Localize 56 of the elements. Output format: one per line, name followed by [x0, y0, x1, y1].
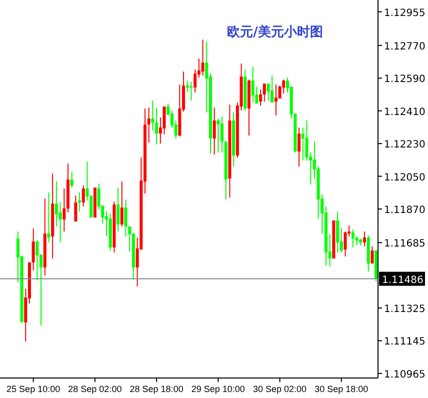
y-tick-label: 1.11145: [384, 336, 426, 348]
candlestick: [274, 84, 278, 116]
candlestick: [36, 240, 39, 281]
candlestick: [270, 75, 274, 103]
candlestick: [116, 187, 120, 232]
candlestick: [201, 39, 204, 76]
candlestick: [336, 211, 340, 253]
y-tick-label: 1.11325: [384, 304, 426, 316]
x-tick-label: 30 Sep 02:00: [253, 384, 307, 394]
candlestick: [78, 192, 82, 212]
candlestick: [147, 107, 150, 143]
x-tick-label: 25 Sep 10:00: [6, 384, 60, 394]
y-tick-label: 1.12955: [384, 8, 426, 19]
candlestick: [301, 127, 304, 161]
y-tick-label: 1.11870: [384, 204, 426, 216]
x-tick-label: 29 Sep 10:00: [191, 384, 245, 394]
y-tick-label: 1.12770: [384, 41, 426, 52]
y-tick-label: 1.10965: [384, 369, 426, 380]
candlestick: [351, 229, 354, 248]
candlestick: [259, 89, 262, 106]
candlestick: [363, 231, 366, 247]
y-tick-label: 1.12230: [384, 140, 426, 151]
candlestick: [220, 116, 224, 153]
candlestick: [190, 81, 193, 101]
y-tick-label: 1.12050: [384, 172, 426, 184]
candlestick: [216, 118, 220, 153]
candlestick: [212, 107, 216, 155]
candlestick: [120, 181, 124, 227]
ref-line-label: 1.11486: [382, 274, 424, 286]
candlestick: [155, 107, 158, 145]
candlestick: [62, 188, 66, 232]
candlestick: [194, 69, 197, 93]
candlestick: [251, 66, 254, 103]
candlestick: [82, 185, 85, 207]
candlestick: [262, 83, 266, 102]
candlestick: [70, 171, 74, 188]
x-tick-label: 30 Sep 18:00: [314, 384, 368, 394]
candlestick: [151, 100, 154, 131]
candlestick: [370, 246, 374, 264]
candlestick: [355, 236, 358, 246]
candlestick: [47, 192, 50, 243]
y-tick-label: 1.12590: [384, 74, 426, 86]
candlestick: [54, 181, 58, 227]
candlestick: [162, 106, 166, 135]
candlestick: [58, 202, 62, 243]
x-tick-label: 28 Sep 18:00: [130, 384, 184, 394]
text: 欧元/美元小时图: [227, 24, 323, 40]
candlestick: [298, 127, 301, 167]
candlestick: [32, 228, 35, 271]
candlestick: [282, 79, 286, 94]
y-tick-label: 1.12410: [384, 106, 426, 118]
y-tick-label: 1.11685: [384, 238, 426, 250]
x-tick-label: 28 Sep 02:00: [68, 384, 122, 394]
candlestick: [74, 195, 78, 222]
candlestick: [266, 83, 270, 101]
candlestick: [124, 199, 128, 237]
